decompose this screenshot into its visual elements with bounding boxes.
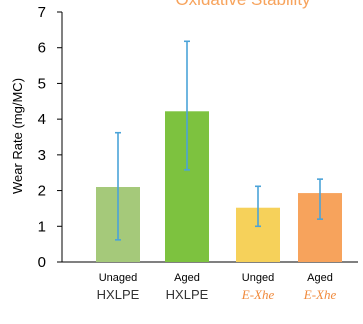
y-tick-label: 4	[38, 111, 46, 128]
category-sublabel: HXLPE	[166, 287, 209, 302]
y-tick-label: 5	[38, 75, 46, 92]
y-tick-label: 2	[38, 183, 46, 200]
category-label: Aged	[174, 272, 200, 284]
y-tick-label: 1	[38, 218, 46, 235]
chart-title: Oxidative Stability	[175, 0, 311, 9]
y-tick-label: 6	[38, 40, 46, 57]
category-label: Aged	[307, 272, 333, 284]
category-label: Unaged	[99, 272, 138, 284]
category-label: Unged	[242, 272, 274, 284]
y-tick-label: 3	[38, 147, 46, 164]
y-tick-label: 0	[38, 254, 46, 271]
y-tick-label: 7	[38, 4, 46, 21]
category-sublabel: E-Xhe	[303, 287, 337, 302]
category-sublabel: HXLPE	[97, 287, 140, 302]
y-axis-label: Wear Rate (mg/MC)	[10, 78, 25, 194]
category-sublabel: E-Xhe	[241, 287, 275, 302]
